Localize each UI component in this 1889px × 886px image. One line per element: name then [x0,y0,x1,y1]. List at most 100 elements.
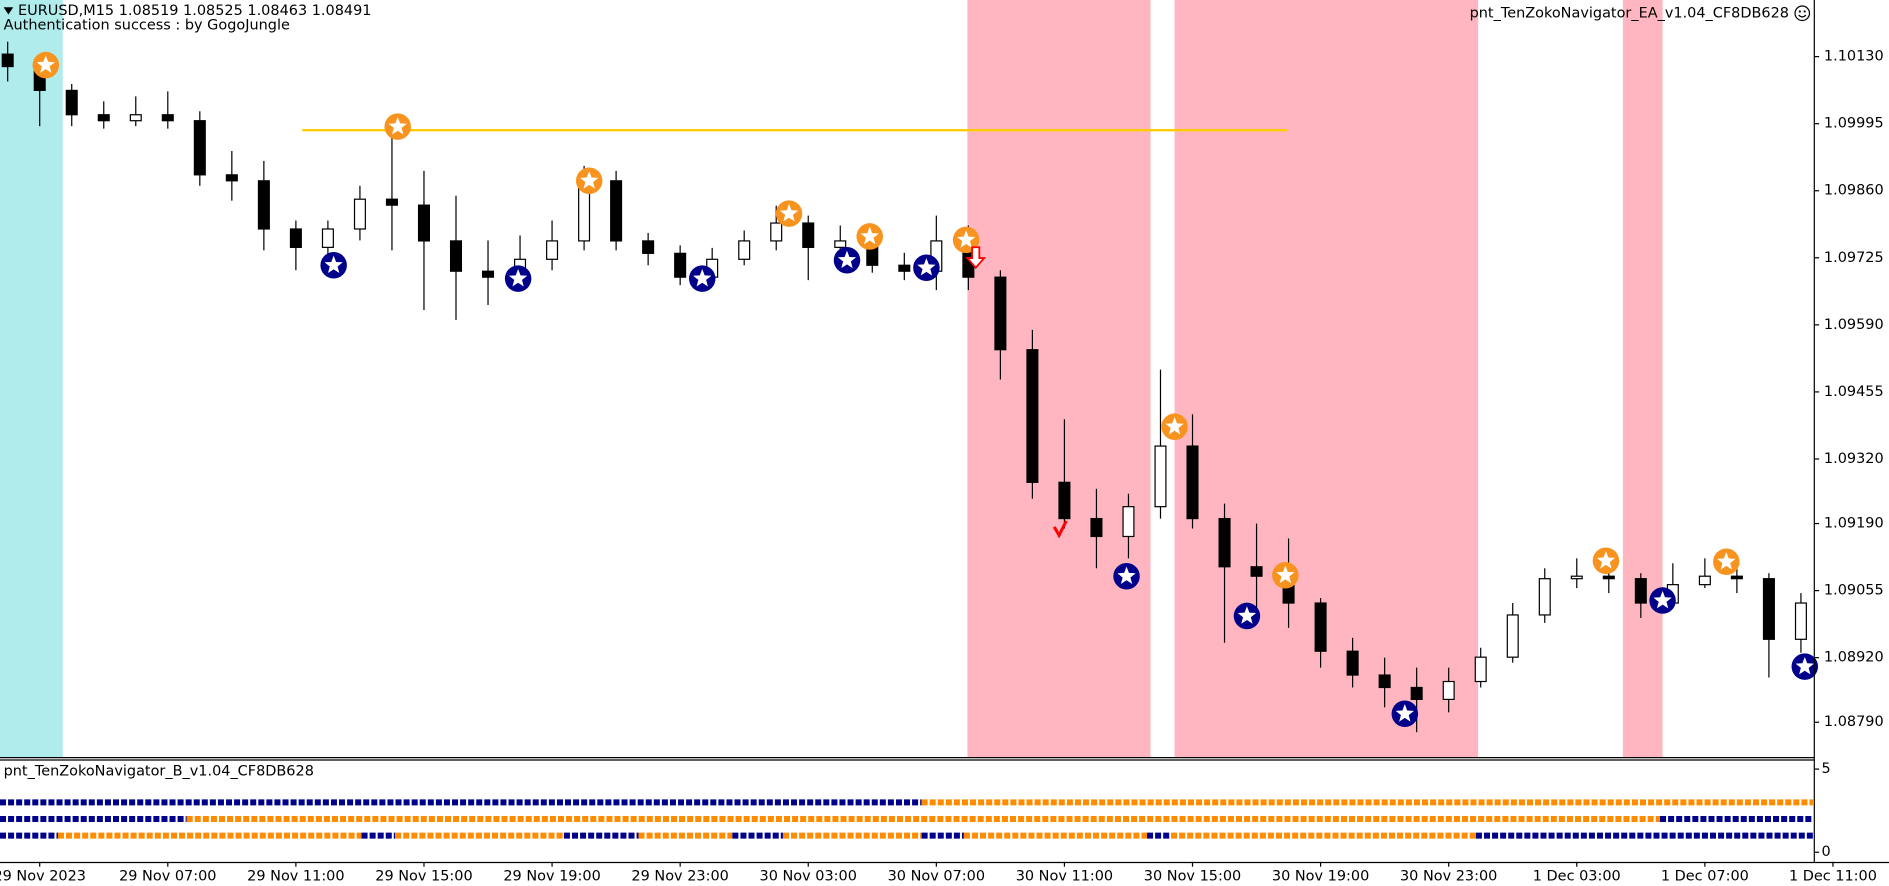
smiley-icon [1794,5,1811,22]
price-label: 1.10130 [1824,49,1884,65]
star-signal [1272,561,1299,589]
bull-candle [353,198,366,230]
bear-candle [802,222,815,248]
bull-candle [1538,578,1551,616]
bear-candle [1186,445,1199,520]
time-label: 29 Nov 2023 [0,868,86,884]
bear-candle [1026,349,1039,483]
bear-candle [1762,578,1775,640]
bear-candle [1634,578,1647,604]
star-shape [1117,566,1136,585]
bear-candle [225,174,238,182]
bear-candle [642,240,655,254]
smiley-eye [1803,10,1806,13]
star-signal [32,51,60,79]
bull-candle [1698,575,1711,586]
bear-candle [1730,575,1743,580]
star-shape [1276,565,1295,584]
bear-candle [1602,575,1615,580]
star-shape [1237,606,1257,624]
star-signal [856,223,883,250]
bull-candle [738,240,751,260]
indicator-tick-label: 5 [1822,761,1831,777]
symbol-header: EURUSD,M15 1.08519 1.08525 1.08463 1.084… [18,3,371,19]
star-shape [1653,590,1672,609]
bear-candle [994,276,1007,351]
bull-candle [770,222,783,242]
star-signal [1592,547,1620,575]
star-shape [1795,656,1814,675]
star-signal [688,265,716,292]
indicator-tick-label: 0 [1822,844,1831,860]
bear-candle [674,252,687,278]
bear-candle [1378,674,1391,689]
star-signal [913,254,940,281]
star-signal [384,113,411,140]
plot-layer [0,41,1819,839]
time-label: 30 Nov 19:00 [1272,868,1369,884]
price-label: 1.09725 [1824,250,1884,266]
time-label: 1 Dec 07:00 [1661,868,1749,884]
bull-candle [1154,445,1167,508]
price-label: 1.09320 [1824,451,1884,467]
time-label: 1 Dec 11:00 [1789,868,1877,884]
bear-candle [257,180,270,230]
price-label: 1.09190 [1824,516,1884,532]
bear-candle [1346,650,1359,676]
bear-candle [1090,517,1103,538]
bear-candle [161,114,174,122]
bull-candle [1506,614,1519,658]
star-shape [917,258,936,276]
bear-candle [417,204,430,242]
star-signal [320,251,347,279]
price-label: 1.09590 [1824,317,1884,333]
price-label: 1.09995 [1824,116,1884,132]
bull-candle [129,114,142,122]
bear-candle [449,240,463,272]
price-label: 1.08790 [1824,714,1884,730]
price-label: 1.09860 [1824,183,1884,199]
bear-candle [1410,686,1423,700]
time-label: 29 Nov 19:00 [503,868,600,884]
bear-candle [65,89,78,116]
auth-message: Authentication success : by GogoJungle [4,17,290,33]
time-label: 30 Nov 03:00 [760,868,857,884]
star-shape [837,250,857,269]
bear-candle [385,198,398,206]
background-layer [0,0,1663,758]
bull-candle [1122,506,1135,538]
smiley-mouth [1798,14,1807,18]
bear-candle [610,180,623,242]
star-shape [860,226,879,245]
bear-candle [1314,602,1327,652]
bull-candle [1794,602,1807,640]
star-signal [1713,548,1740,576]
bull-candle [834,240,847,248]
star-shape [1717,552,1736,570]
bear-candle [289,228,302,248]
star-shape [580,171,599,189]
time-label: 30 Nov 11:00 [1016,868,1113,884]
star-shape [1165,417,1184,435]
bull-candle [1442,680,1455,700]
smiley-eye [1798,10,1801,13]
star-shape [508,269,528,287]
time-label: 29 Nov 07:00 [119,868,216,884]
star-shape [36,55,55,73]
star-shape [956,230,976,248]
bull-candle [546,240,559,260]
expert-name: pnt_TenZokoNavigator_EA_v1.04_CF8DB628 [1470,5,1789,21]
time-label: 30 Nov 07:00 [888,868,985,884]
session-zone [0,0,63,758]
bear-candle [1218,517,1231,568]
time-label: 29 Nov 11:00 [247,868,344,884]
bear-candle [481,270,495,278]
time-label: 29 Nov 23:00 [631,868,728,884]
star-signal [504,265,532,292]
price-label: 1.09055 [1824,583,1884,599]
time-label: 30 Nov 23:00 [1400,868,1497,884]
smiley-face [1794,5,1811,22]
price-label: 1.08920 [1824,650,1884,666]
